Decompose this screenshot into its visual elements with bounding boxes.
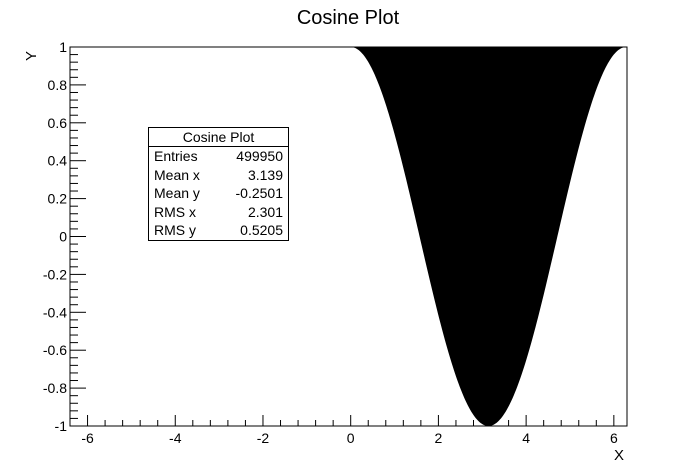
stats-value: -0.2501 (235, 185, 283, 202)
chart-title: Cosine Plot (297, 7, 400, 29)
y-tick-label: 1 (59, 39, 67, 55)
stats-row-rms-x: RMS x 2.301 (149, 203, 288, 222)
y-tick-label: -0.6 (43, 342, 67, 358)
x-tick-label: -4 (169, 430, 182, 446)
x-tick-label: 0 (347, 430, 355, 446)
y-axis-label: Y (23, 51, 40, 61)
x-tick-label: 6 (610, 430, 618, 446)
x-tick-label: 2 (435, 430, 443, 446)
x-tick-label: 4 (522, 430, 530, 446)
stats-title: Cosine Plot (149, 128, 288, 147)
y-tick-label: -0.4 (43, 304, 67, 320)
stats-label: RMS x (154, 203, 196, 220)
filled-cosine-region (350, 47, 627, 426)
x-tick-label: -2 (257, 430, 270, 446)
stats-label: Mean x (154, 166, 200, 183)
y-tick-label: 0 (59, 229, 67, 245)
stats-value: 2.301 (247, 203, 283, 220)
x-tick-label: -6 (81, 430, 94, 446)
x-axis-label: X (614, 447, 624, 464)
stats-value: 3.139 (247, 166, 283, 183)
y-tick-label: -0.2 (43, 266, 67, 282)
stats-row-mean-y: Mean y -0.2501 (149, 184, 288, 203)
axes: -6 -4 -2 0 2 4 6 -1 -0.8 -0.6 -0.4 -0.2 0 0.2 0.4 0.6 0.… (43, 39, 618, 446)
stats-row-mean-x: Mean x 3.139 (149, 166, 288, 185)
stats-row-entries: Entries 499950 (149, 147, 288, 166)
stats-label: RMS y (154, 222, 196, 239)
y-tick-label: -0.8 (43, 380, 67, 396)
stats-value: 0.5205 (240, 222, 283, 239)
y-tick-label: 0.2 (48, 191, 68, 207)
stats-value: 499950 (236, 148, 283, 164)
stats-row-rms-y: RMS y 0.5205 (149, 221, 288, 240)
y-tick-label: 0.8 (48, 77, 68, 93)
stats-box: Cosine Plot Entries 499950 Mean x 3.139 … (148, 127, 289, 241)
y-tick-label: -1 (55, 418, 68, 434)
y-tick-label: 0.6 (48, 115, 68, 131)
data-region (350, 47, 627, 426)
stats-label: Mean y (154, 185, 200, 202)
stats-label: Entries (154, 148, 198, 164)
y-tick-label: 0.4 (48, 153, 68, 169)
